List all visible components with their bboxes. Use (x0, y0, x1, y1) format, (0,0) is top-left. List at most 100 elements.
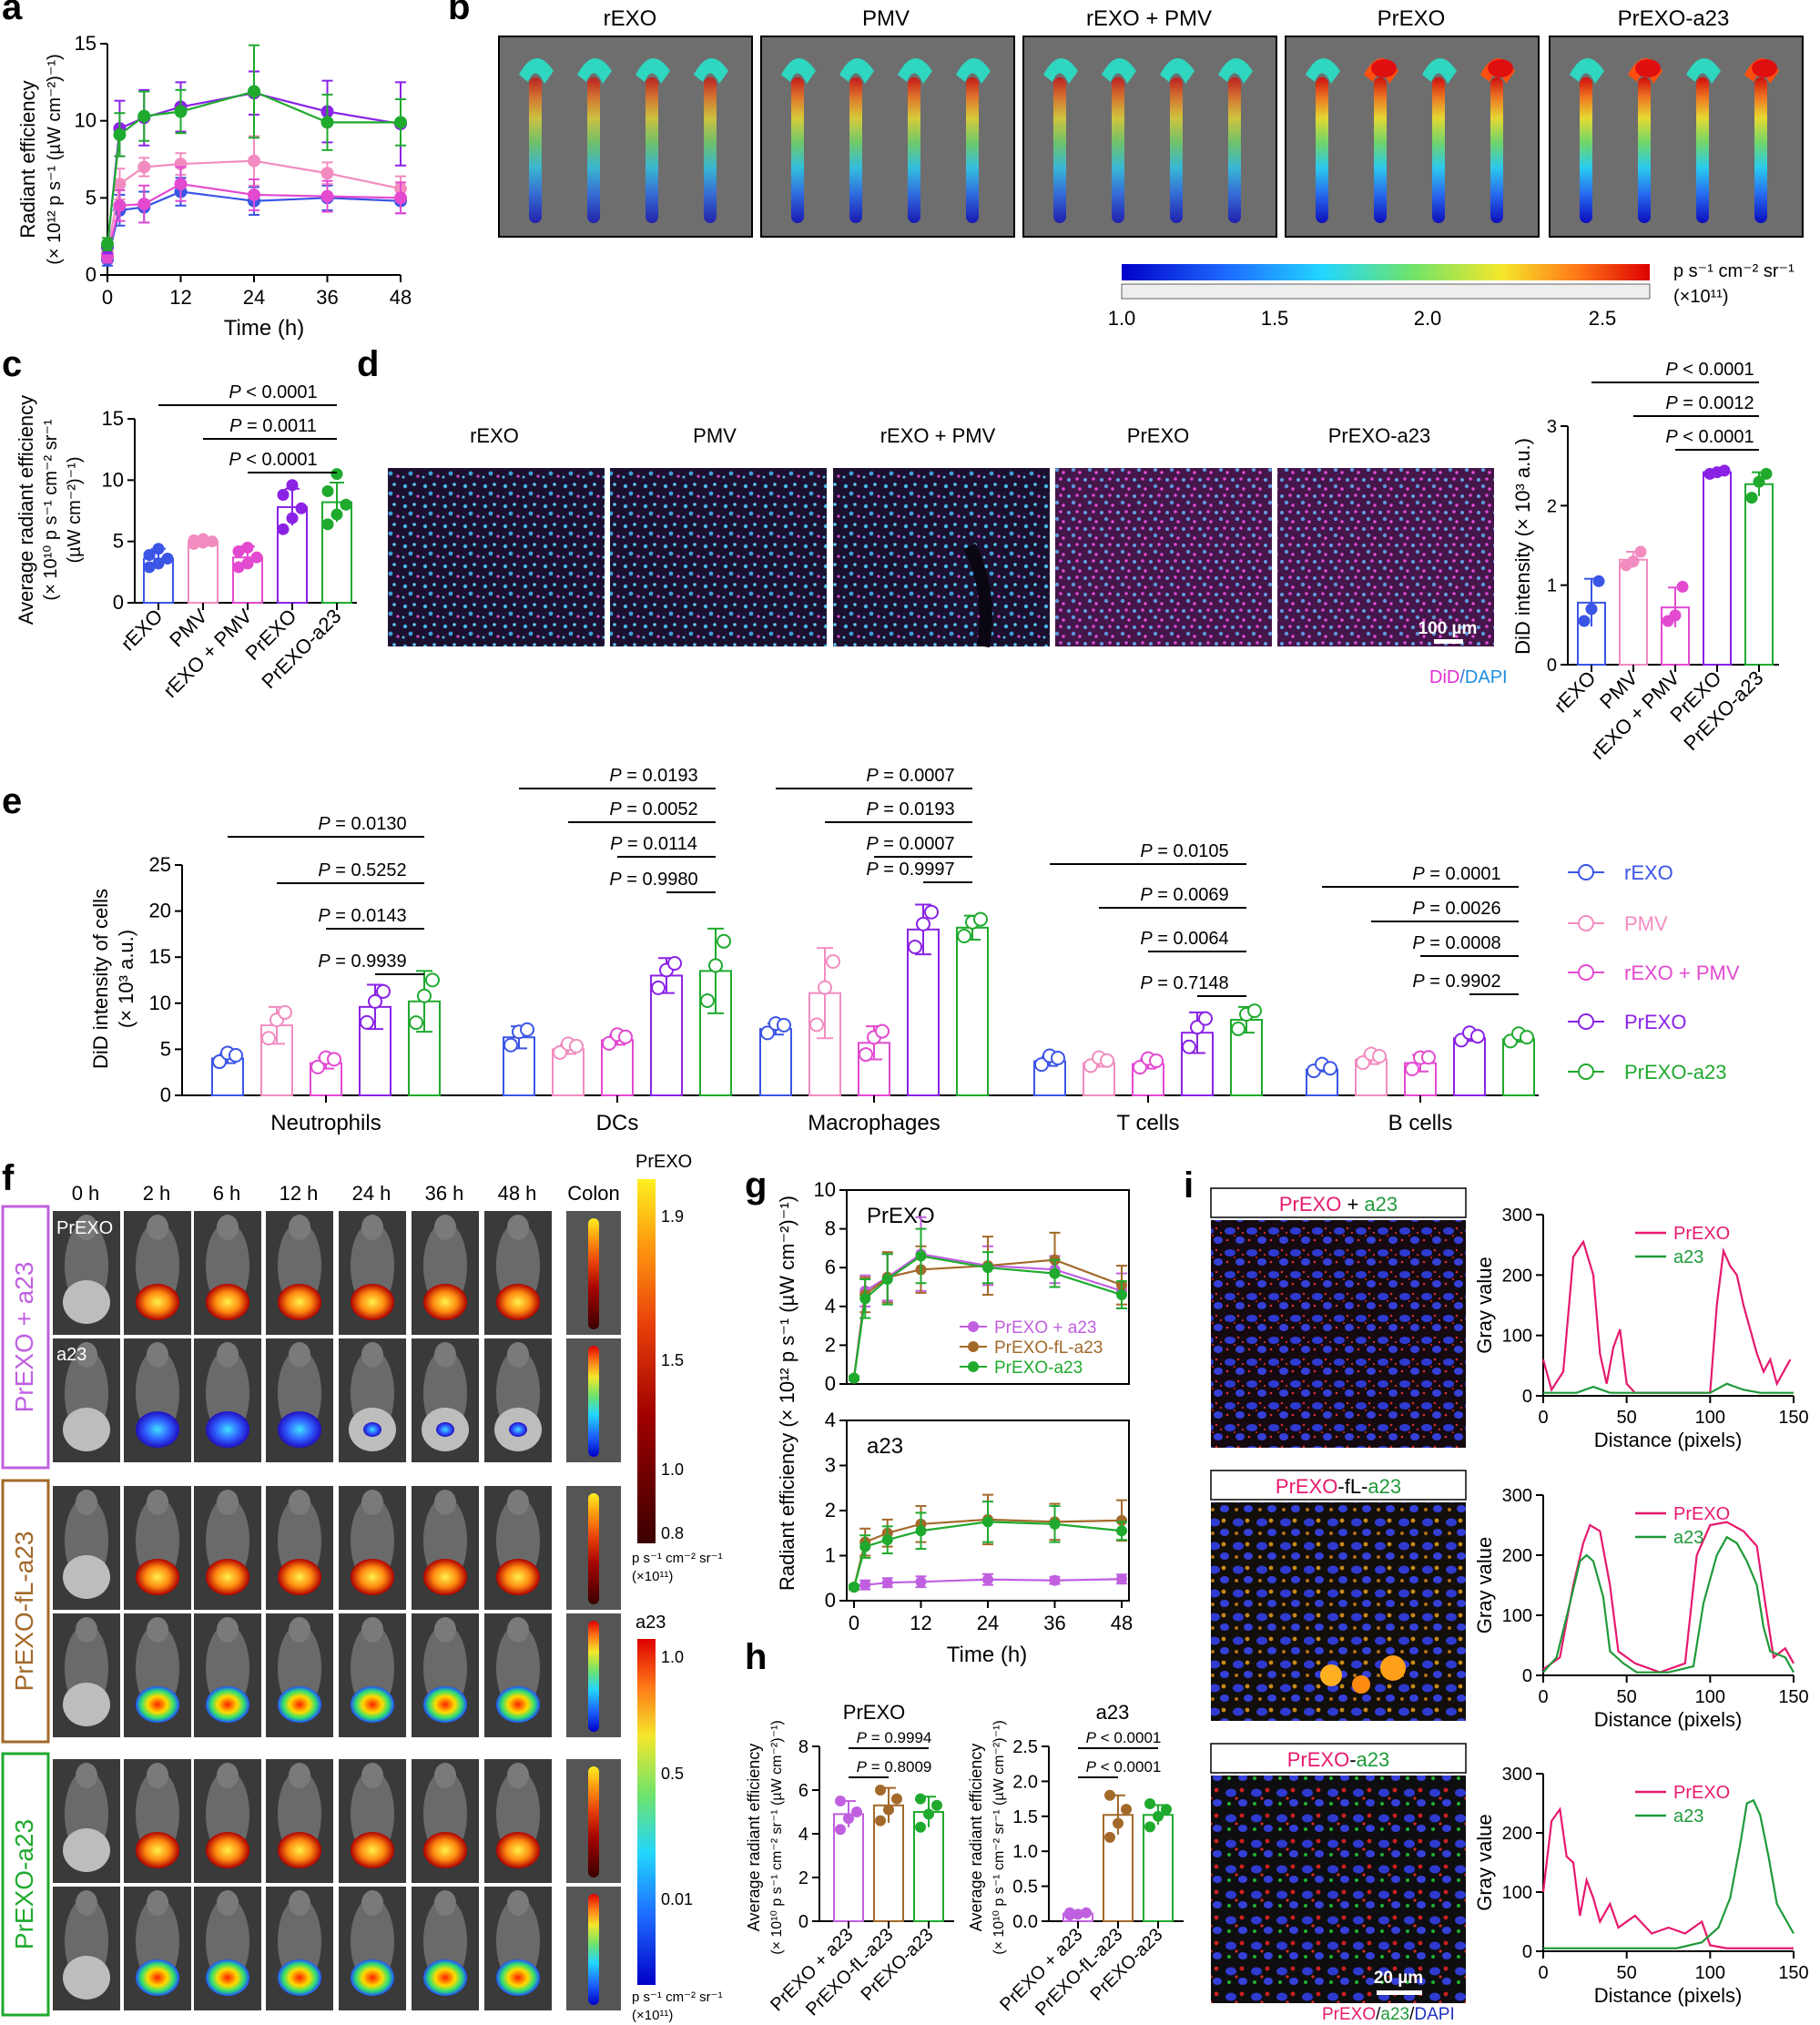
f-colorbar-a23-unit: p s⁻¹ cm⁻² sr⁻¹ (632, 1989, 723, 2005)
g-bottom-data-point (1049, 1518, 1061, 1530)
d-y-tick-label: 2 (1547, 496, 1557, 516)
e-data-point (1182, 1039, 1196, 1054)
c-data-point (197, 533, 209, 545)
b-colon-strip (849, 77, 862, 223)
f-mouse-head (507, 1342, 529, 1368)
e-data-point (859, 1047, 873, 1063)
e-data-point (1198, 1011, 1213, 1026)
a-y-tick-label: 0 (86, 263, 97, 286)
b-colorbar-tick: 2.5 (1589, 307, 1617, 330)
c-y-axis-label-unit: (× 10¹⁰ p s⁻¹ cm⁻² sr⁻¹ (41, 419, 61, 600)
g-legend-marker (968, 1341, 979, 1352)
g-bottom-data-point (1116, 1514, 1127, 1526)
f-mouse-head (217, 1617, 239, 1643)
f-colorbar-a23 (637, 1639, 656, 1985)
e-data-point (908, 939, 922, 954)
h-right-y-tick-label: 2.0 (1012, 1772, 1038, 1792)
f-signal-blob (351, 1284, 394, 1320)
f-mouse-head (434, 1215, 456, 1240)
d-title-2: PMV (693, 424, 737, 447)
c-data-point (161, 553, 174, 565)
e-data-point (1405, 1061, 1419, 1076)
i-plot-3-x-axis-label: Distance (pixels) (1594, 1984, 1743, 2007)
e-data-point (777, 1017, 791, 1033)
b-colon-cecum (1102, 57, 1136, 84)
f-signal-blob (206, 1832, 249, 1868)
e-data-point (261, 1031, 276, 1046)
c-data-point (321, 484, 334, 497)
f-time-headers: 0 h 2 h 6 h 12 h 24 h 36 h 48 h Colon (72, 1182, 620, 1205)
e-data-point (957, 929, 971, 944)
d-scalebar-label: 100 µm (1418, 619, 1478, 638)
f-signal-blob (436, 1422, 454, 1437)
e-p-value: P = 0.0064 (1140, 929, 1228, 949)
svg-text:PrEXO + a23: PrEXO + a23 (1279, 1193, 1398, 1216)
h-right-data-point (1144, 1821, 1155, 1833)
f-colorbar-a23-tick: 0.01 (661, 1890, 693, 1908)
b-title-1: rEXO (604, 6, 657, 31)
a-x-tick-label: 36 (316, 286, 338, 309)
f-mouse-head (434, 1490, 456, 1515)
f-mouse-head (147, 1215, 168, 1240)
d-data-point (1578, 615, 1591, 627)
e-data-point (875, 1023, 890, 1039)
f-signal-blob (206, 1559, 249, 1595)
f-signal-blob (278, 1559, 321, 1595)
i-plot-1-y-tick-label: 0 (1522, 1387, 1532, 1407)
d-bar (1619, 558, 1648, 666)
a-x-tick-label: 12 (169, 286, 191, 309)
d-p-value: P < 0.0001 (1665, 427, 1754, 447)
e-p-value: P = 0.0007 (866, 766, 954, 786)
f-mouse-head (217, 1763, 239, 1788)
h-right-data-point (1121, 1804, 1132, 1816)
f-signal-blob (496, 1686, 540, 1723)
e-data-point (1520, 1030, 1534, 1045)
e-p-value: P = 0.0193 (609, 766, 697, 786)
i-plot-3-x-tick-label: 150 (1778, 1963, 1808, 1983)
b-colorbar-unit: p s⁻¹ cm⁻² sr⁻¹ (1673, 261, 1795, 281)
f-mouse-head (76, 1342, 97, 1368)
svg-text:PrEXO-fL-a23: PrEXO-fL-a23 (1276, 1475, 1401, 1498)
i-plot-2-legend-label: a23 (1673, 1528, 1703, 1548)
panel-label-a: a (2, 0, 23, 27)
e-data-point (1421, 1050, 1436, 1065)
e-y-axis-label: DiD intensity of cells (89, 889, 112, 1069)
f-colorbar-prexo-scale: (×10¹¹) (632, 1569, 673, 1584)
b-colon-cecum (956, 57, 991, 84)
g-top-y-tick-label: 4 (825, 1295, 836, 1318)
b-colon-strip (1053, 77, 1066, 223)
e-data-point (602, 1035, 616, 1051)
a-data-point (320, 167, 334, 180)
c-data-point (340, 498, 352, 511)
h-right-data-point (1064, 1907, 1075, 1918)
g-bottom-data-point (1116, 1525, 1127, 1537)
f-mouse-head (76, 1215, 97, 1240)
e-data-point (569, 1038, 584, 1053)
e-p-value: P = 0.0026 (1412, 899, 1500, 919)
e-data-point (212, 1054, 227, 1070)
a-data-point (320, 189, 334, 203)
d-data-point (1634, 545, 1647, 558)
c-data-point (250, 551, 263, 564)
a-data-point (248, 154, 260, 168)
i-plot-3-y-tick-label: 0 (1522, 1942, 1532, 1962)
e-data-point (973, 911, 988, 927)
d-data-point (1745, 492, 1758, 504)
e-p-value: P = 0.0007 (866, 834, 954, 854)
b-colon-cecum (1306, 57, 1340, 84)
e-x-tick-label: Neutrophils (270, 1111, 381, 1135)
f-colon-strip (588, 1766, 599, 1877)
d-data-point (1753, 475, 1765, 488)
e-p-value: P = 0.5252 (318, 860, 406, 880)
d-tissue-image (1055, 468, 1272, 646)
h-right-y-tick-label: 1.5 (1012, 1807, 1038, 1827)
c-data-point (152, 543, 165, 555)
f-colon-strip (588, 1894, 599, 2005)
e-legend-label: rEXO (1624, 861, 1673, 884)
h-left-y-axis-label: Average radiant efficiency (745, 1744, 763, 1931)
f-signal-blob (423, 1686, 467, 1723)
f-row-tag: a23 (56, 1345, 86, 1365)
g-top-y-tick-label: 8 (825, 1217, 836, 1240)
